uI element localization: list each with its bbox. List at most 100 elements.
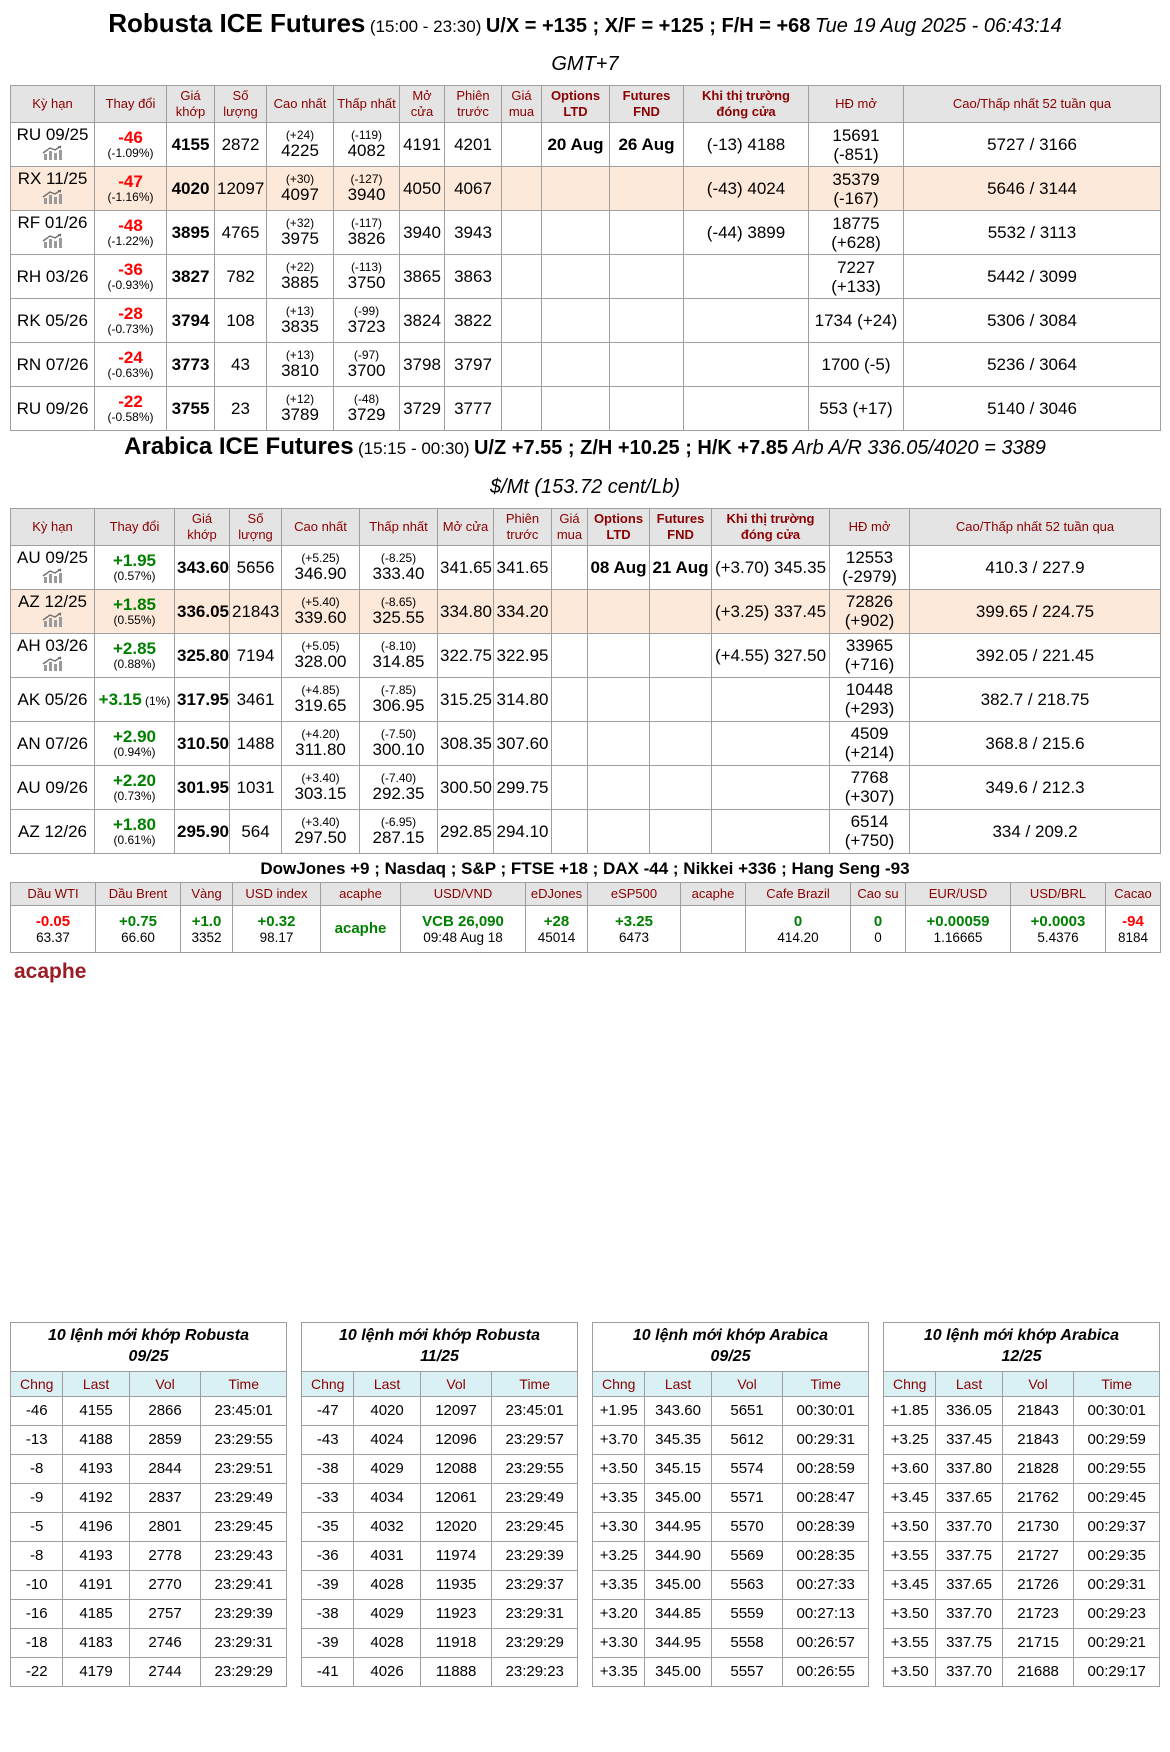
cell-after-close: [683, 342, 809, 388]
cell-last-price: 3827: [166, 254, 215, 300]
order-table: 10 lệnh mới khớp Robusta 09/25 Chng Last Vol…: [9, 1321, 287, 1687]
cell-contract: RK 05/26: [10, 298, 95, 344]
order-cell: 4196: [62, 1511, 130, 1542]
robusta-futures-table: Kỳ hạn Thay đổi Giá khớp Số lượng Cao nhất Th…: [10, 85, 1161, 432]
order-cell: 23:29:45: [491, 1511, 578, 1542]
order-row: -39 4028 11918 23:29:29: [300, 1627, 578, 1658]
change-pct: (-1.16%): [107, 190, 154, 205]
cell-volume: 7194: [229, 632, 282, 678]
cell-open-interest: 12553 (-2979): [829, 544, 910, 590]
indicator-main: 0: [793, 912, 803, 930]
cell-last-price: 325.80: [174, 632, 230, 678]
order-cell: -47: [300, 1395, 355, 1426]
order-cell: +3.30: [591, 1627, 646, 1658]
cell-open: 3798: [399, 342, 445, 388]
indicator-header-row: Dầu WTI Dầu Brent Vàng USD index acaphe USD/V…: [10, 881, 1161, 906]
cell-open-interest: 72826 (+902): [829, 588, 910, 634]
order-cell: 5557: [710, 1656, 784, 1687]
cell-change: +3.15 (1%): [94, 676, 175, 722]
chart-icon[interactable]: [42, 145, 64, 161]
cell-prev-session: 3777: [444, 386, 502, 432]
indicator-value: +28 45014: [525, 904, 588, 953]
cell-options-ltd: [541, 254, 610, 300]
order-cell: 2757: [128, 1598, 202, 1629]
order-cell: +1.85: [882, 1395, 937, 1426]
indicator-sub: 09:48 Aug 18: [423, 929, 503, 945]
order-cell: -39: [300, 1569, 355, 1600]
cell-open-interest: 6514 (+750): [829, 808, 910, 854]
futures-row: RU 09/25 -46 (-1.09%) 4155 2872 (+24) 4225 (-11…: [10, 122, 1161, 168]
change-pct: (0.88%): [113, 657, 156, 672]
col-header: Khi thị trường đóng cửa: [711, 507, 830, 546]
order-cell: 00:28:35: [782, 1540, 869, 1571]
order-cell: +3.45: [882, 1482, 937, 1513]
cell-high: (+5.05) 328.00: [281, 632, 360, 678]
delta-label: (+4.20): [301, 726, 340, 741]
indicator-header: USD index: [232, 881, 321, 906]
indicator-header: acaphe: [680, 881, 746, 906]
cell-contract: AN 07/26: [10, 720, 95, 766]
delta-label: (-8.10): [380, 638, 417, 653]
indicator-sub: 63.37: [36, 929, 70, 945]
indicator-main: 0: [873, 912, 883, 930]
indicator-header: acaphe: [320, 881, 401, 906]
order-cell: -13: [9, 1424, 64, 1455]
cell-contract: RU 09/26: [10, 386, 95, 432]
order-row: -10 4191 2770 23:29:41: [9, 1569, 287, 1600]
delta-label: (-6.95): [380, 814, 417, 829]
value-label: 346.90: [294, 564, 347, 584]
order-cell: 337.80: [935, 1453, 1003, 1484]
order-cell: 344.90: [644, 1540, 712, 1571]
order-row: +3.70 345.35 5612 00:29:31: [591, 1424, 869, 1455]
value-label: 339.60: [294, 608, 347, 628]
cell-low: (-8.65) 325.55: [359, 588, 438, 634]
cell-volume: 5656: [229, 544, 282, 590]
chart-icon[interactable]: [42, 612, 64, 627]
cell-change: +1.80 (0.61%): [94, 808, 175, 854]
order-cell: 23:29:37: [491, 1569, 578, 1600]
order-cell: +3.25: [591, 1540, 646, 1571]
futures-row: AK 05/26 +3.15 (1%) 317.95 3461 (+4.85) 319.6…: [10, 676, 1161, 722]
chart-icon[interactable]: [42, 189, 64, 205]
contract-label: RH 03/26: [16, 267, 89, 287]
chart-icon[interactable]: [42, 233, 64, 249]
cell-last-price: 336.05: [174, 588, 230, 634]
chart-icon[interactable]: [42, 568, 64, 583]
indicator-value: 0 414.20: [745, 904, 851, 953]
chart-icon[interactable]: [42, 656, 64, 671]
cell-contract: RN 07/26: [10, 342, 95, 388]
cell-after-close: (+3.70) 345.35: [711, 544, 830, 590]
cell-after-close: [711, 676, 830, 722]
order-col-header: Chng: [591, 1370, 646, 1397]
futures-row: AU 09/25 +1.95 (0.57%) 343.60 5656 (+5.25) 346…: [10, 544, 1161, 590]
order-row: -22 4179 2744 23:29:29: [9, 1656, 287, 1687]
order-cell: -22: [9, 1656, 64, 1687]
cell-52week-range: 5140 / 3046: [903, 386, 1161, 432]
order-cell: 23:29:31: [491, 1598, 578, 1629]
order-cell: 00:28:59: [782, 1453, 869, 1484]
order-row: -5 4196 2801 23:29:45: [9, 1511, 287, 1542]
order-cell: 337.70: [935, 1656, 1003, 1687]
delta-label: (-99): [353, 303, 380, 318]
cell-options-ltd: 08 Aug: [587, 544, 650, 590]
order-table: 10 lệnh mới khớp Arabica 12/25 Chng Last Vol…: [882, 1321, 1160, 1687]
cell-open-interest: 15691 (-851): [808, 122, 904, 168]
cell-high: (+32) 3975: [266, 210, 334, 256]
col-header: Số lượng: [229, 507, 282, 546]
order-row: +3.25 344.90 5569 00:28:35: [591, 1540, 869, 1571]
order-cell: 4193: [62, 1540, 130, 1571]
cell-bid: [501, 122, 542, 168]
order-row: +3.45 337.65 21726 00:29:31: [882, 1569, 1160, 1600]
order-row: -18 4183 2746 23:29:31: [9, 1627, 287, 1658]
cell-futures-fnd: [609, 210, 684, 256]
cell-bid: [551, 764, 588, 810]
cell-high: (+3.40) 297.50: [281, 808, 360, 854]
robusta-title-name: Robusta ICE Futures: [108, 8, 366, 38]
contract-label: AU 09/26: [17, 777, 88, 797]
order-row: +3.55 337.75 21727 00:29:35: [882, 1540, 1160, 1571]
change-value: +1.80: [112, 815, 156, 835]
order-cell: 00:27:13: [782, 1598, 869, 1629]
value-label: 287.15: [372, 828, 425, 848]
change-pct: (1%): [141, 693, 171, 708]
